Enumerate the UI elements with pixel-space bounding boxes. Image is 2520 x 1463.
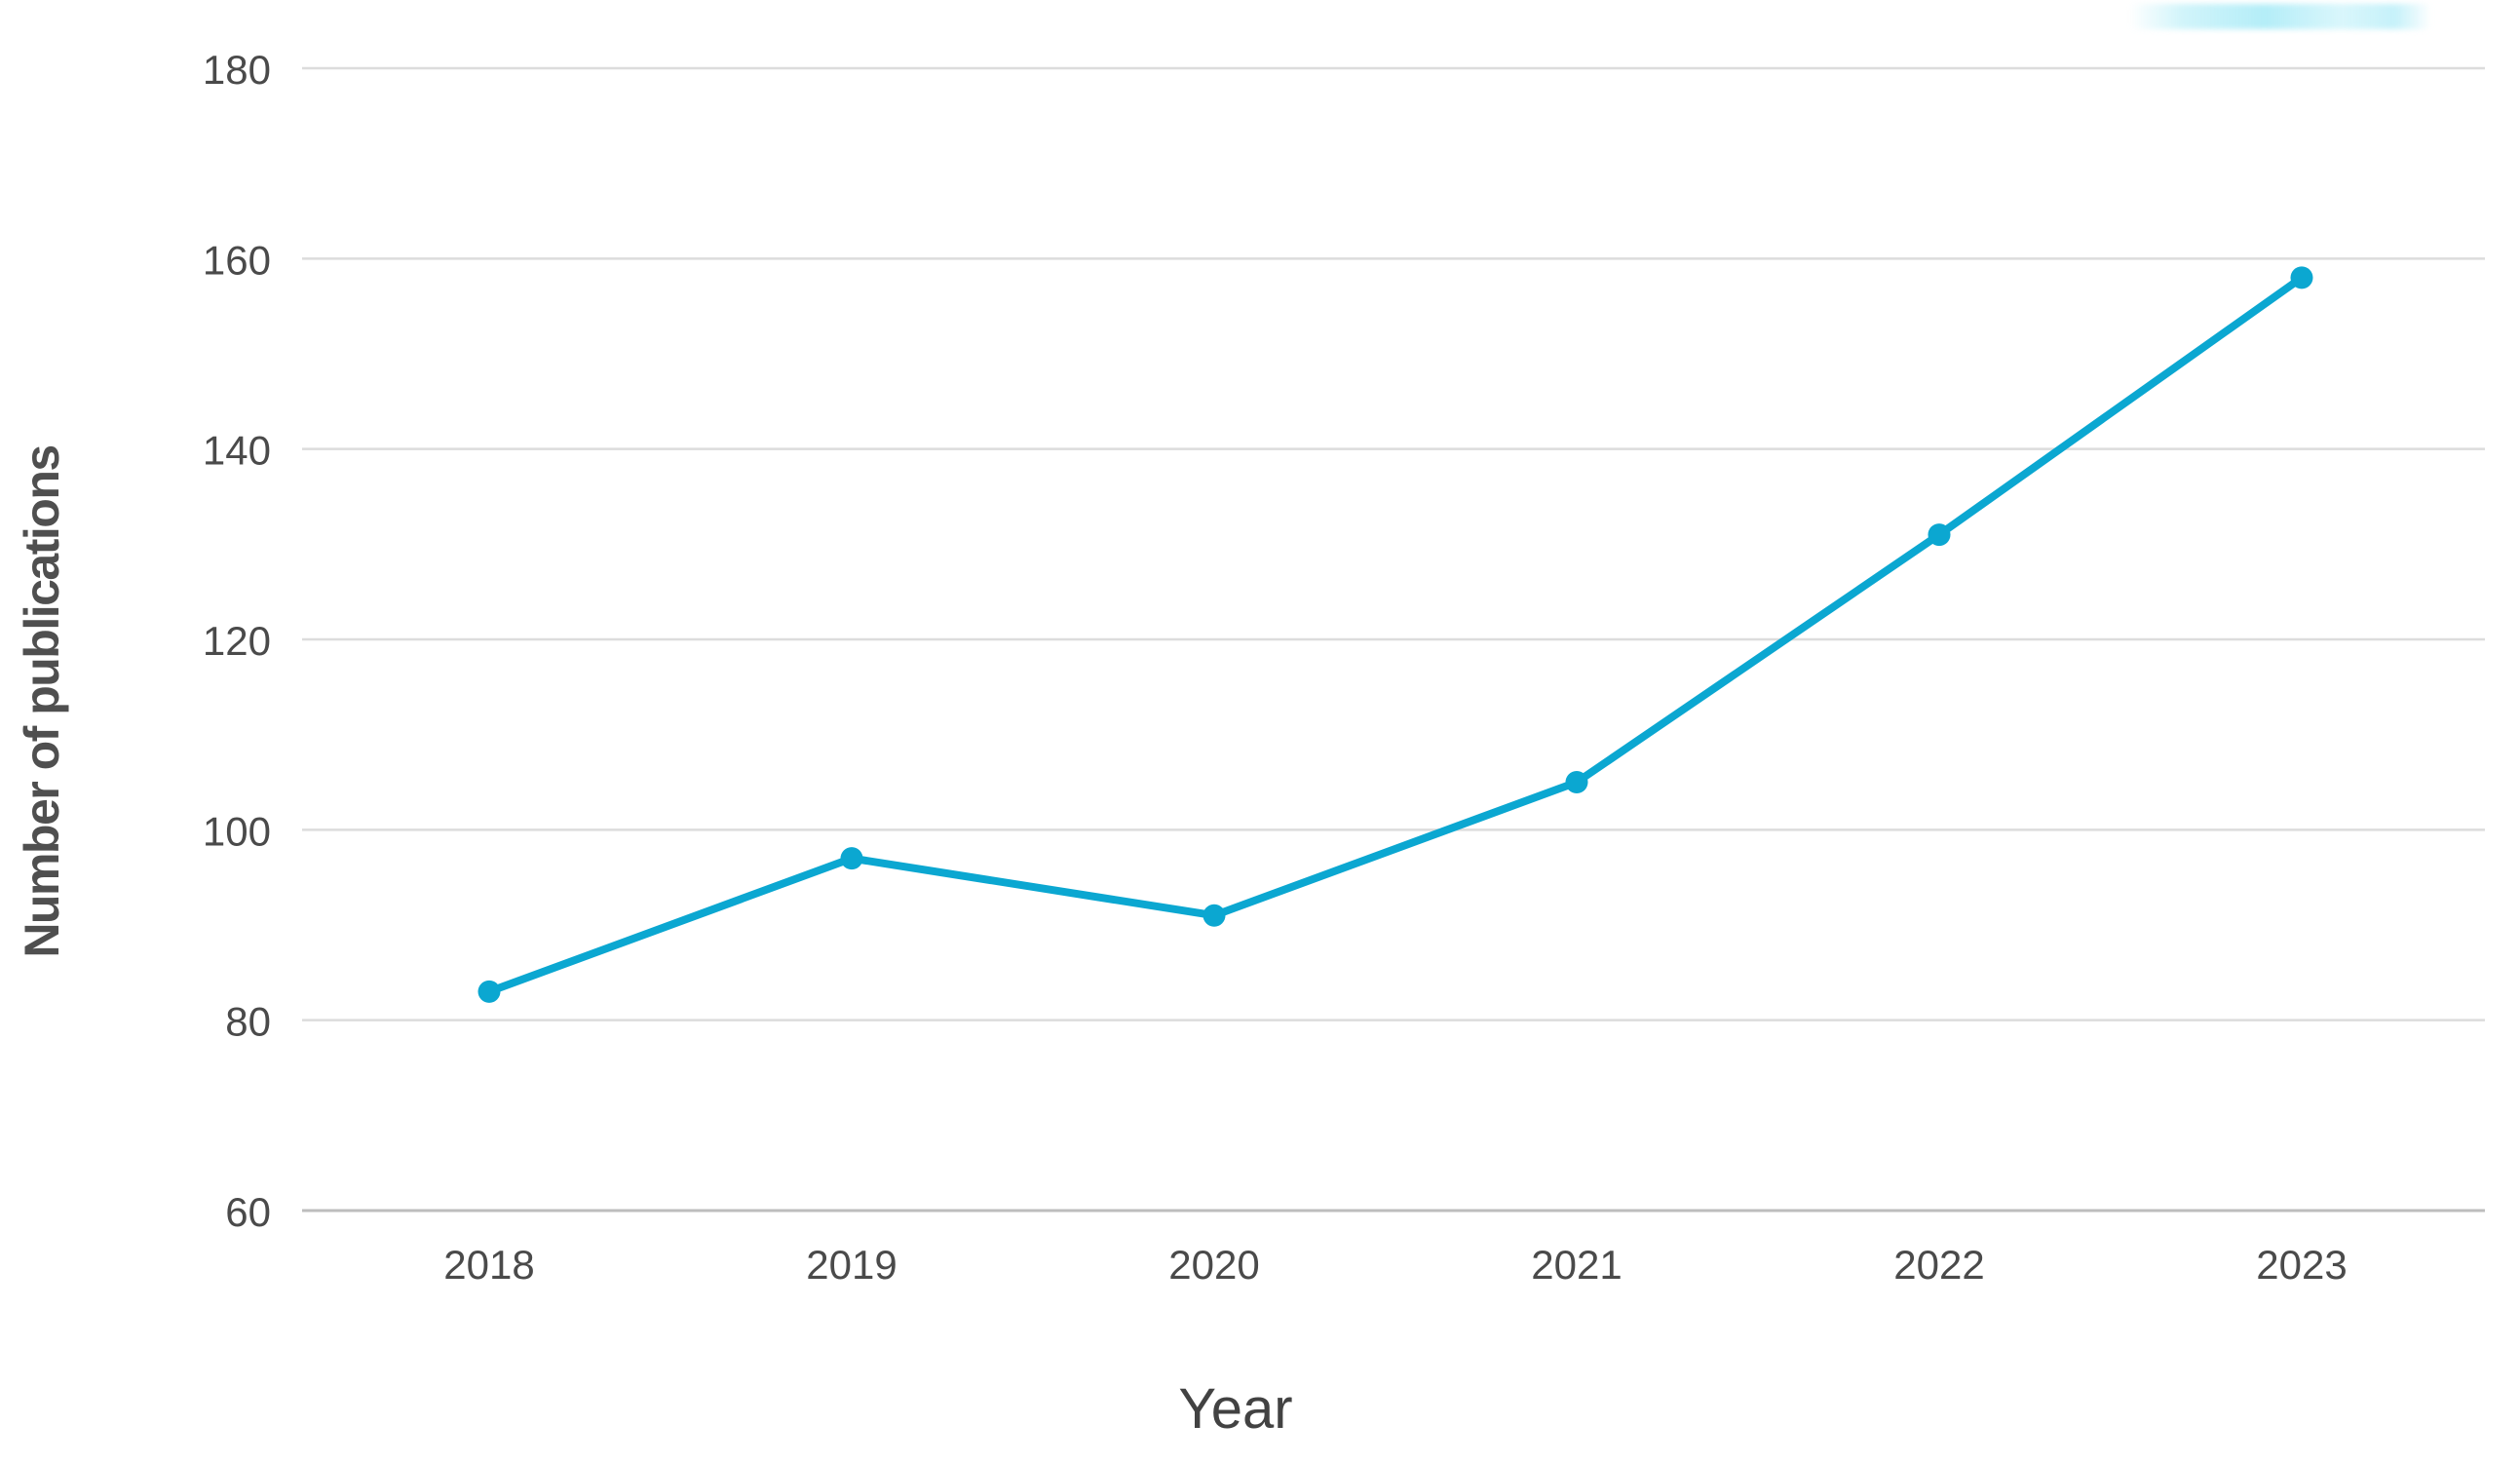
y-tick-label: 100 [203, 808, 271, 854]
series-line [485, 273, 2306, 996]
data-point-2021 [1565, 771, 1588, 793]
x-tick-label: 2020 [1168, 1242, 1259, 1288]
y-tick-label: 140 [203, 428, 271, 474]
data-point-2019 [840, 847, 863, 870]
y-tick-label: 60 [225, 1189, 271, 1235]
y-axis-title: Number of publications [15, 445, 69, 957]
grid-layer [302, 66, 2485, 1213]
y-axis-tick-labels: 60 80 100 120 140 160 180 [203, 47, 271, 1235]
data-point-2022 [1928, 523, 1951, 547]
data-point-2023 [2290, 266, 2313, 289]
series-layer [477, 266, 2313, 1003]
data-point-2018 [477, 980, 501, 1003]
x-tick-label: 2019 [806, 1242, 897, 1288]
y-tick-label: 120 [203, 618, 271, 664]
y-tick-label: 160 [203, 237, 271, 283]
x-axis-title: Year [1178, 1377, 1292, 1441]
x-tick-label: 2023 [2256, 1242, 2347, 1288]
x-axis-tick-labels: 2018 2019 2020 2021 2022 2023 [443, 1242, 2347, 1288]
x-tick-label: 2021 [1531, 1242, 1622, 1288]
y-tick-label: 180 [203, 47, 271, 93]
x-tick-label: 2022 [1893, 1242, 1984, 1288]
x-tick-label: 2018 [443, 1242, 534, 1288]
y-tick-label: 80 [225, 999, 271, 1045]
data-point-2020 [1203, 904, 1226, 927]
